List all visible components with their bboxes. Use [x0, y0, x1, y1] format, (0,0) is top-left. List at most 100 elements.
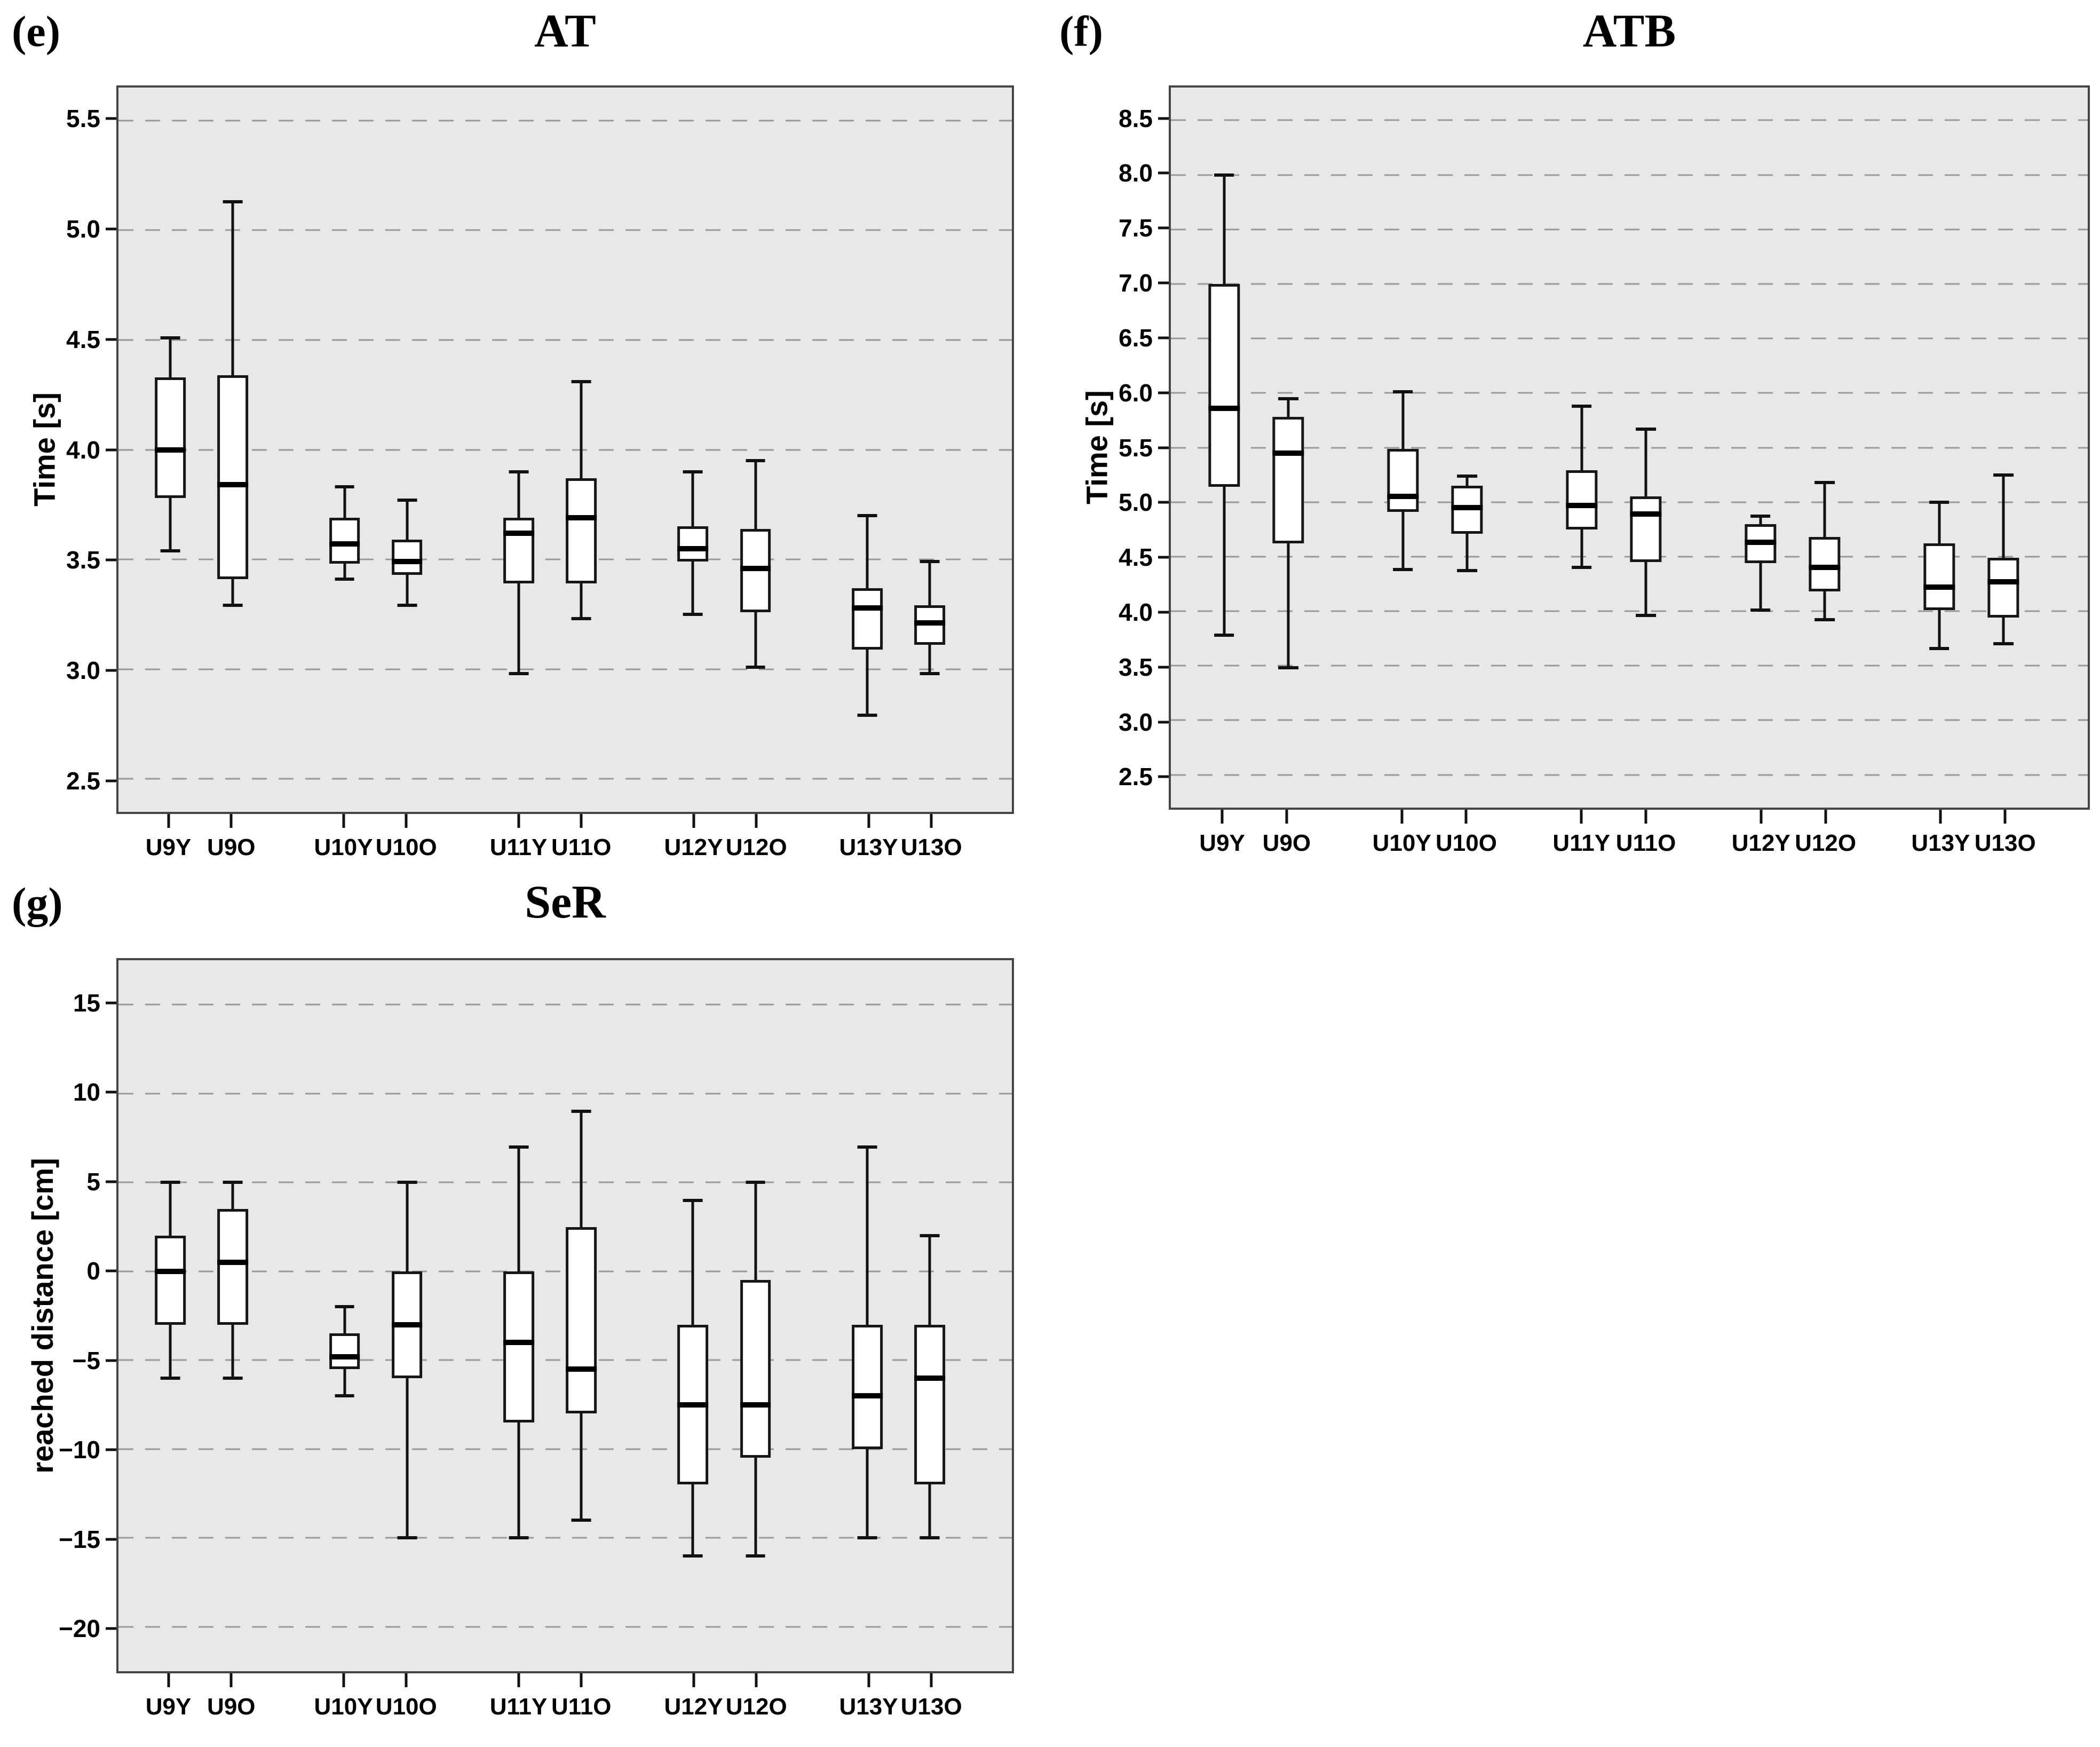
plot-area-SeR — [116, 958, 1014, 1673]
boxplot-U11Y-cap-bottom — [509, 1536, 529, 1540]
boxplot-U9Y-median — [1208, 405, 1240, 411]
gridline-7.0 — [1171, 283, 2088, 285]
boxplot-U9Y-cap-bottom — [160, 1376, 180, 1380]
x-tick-mark-U11O — [580, 814, 583, 828]
gridline-6.5 — [1171, 337, 2088, 339]
boxplot-U13Y-cap-top — [857, 1145, 877, 1149]
boxplot-U13O-box — [914, 1324, 945, 1485]
x-tick-mark-U10Y — [342, 814, 345, 828]
boxplot-U13O-cap-top — [1993, 473, 2014, 477]
gridline-5.5 — [118, 120, 1012, 122]
x-tick-label-U10Y: U10Y — [1372, 830, 1431, 856]
boxplot-U11O-cap-top — [571, 380, 591, 384]
boxplot-U13Y-cap-bottom — [1929, 646, 1950, 650]
x-tick-mark-U9Y — [167, 814, 170, 828]
x-tick-label-U10Y: U10Y — [314, 834, 373, 860]
y-tick-label: 4.5 — [1119, 543, 1153, 572]
boxplot-U10Y-cap-top — [1392, 390, 1413, 394]
boxplot-U12O-cap-top — [746, 459, 765, 463]
y-tick-mark — [1158, 556, 1169, 559]
y-tick-mark — [106, 448, 116, 451]
boxplot-U12Y-cap-top — [1750, 515, 1771, 518]
boxplot-U9O-median — [217, 482, 249, 488]
x-tick-label-U12O: U12O — [1795, 830, 1857, 856]
y-tick-mark — [1158, 775, 1169, 778]
boxplot-U13O-median — [914, 620, 945, 626]
y-tick-mark — [106, 1180, 116, 1183]
boxplot-U10Y-cap-bottom — [1392, 568, 1413, 572]
x-tick-label-U12Y: U12Y — [664, 1694, 723, 1720]
x-tick-label-U9O: U9O — [1262, 830, 1311, 856]
boxplot-U12O-cap-bottom — [746, 1554, 765, 1558]
boxplot-U13O-median — [914, 1375, 945, 1381]
y-axis-SeR: 15 10 5 0 −5 −10 −15 −20 — [10, 958, 116, 1673]
plot-area-AT — [116, 85, 1014, 814]
x-tick-label-U11Y: U11Y — [489, 1694, 548, 1720]
x-tick-mark-U9O — [229, 1673, 233, 1687]
x-tick-mark-U13Y — [867, 814, 870, 828]
panel-label-f: (f) — [1059, 7, 1103, 56]
boxplot-U9Y-cap-bottom — [1214, 634, 1234, 637]
boxplot-U13Y-median — [1923, 584, 1955, 590]
gridline-−5 — [118, 1359, 1012, 1361]
boxplot-U11Y-box — [503, 1271, 534, 1422]
y-tick-mark — [106, 1359, 116, 1362]
boxplot-U12O-cap-top — [1814, 480, 1835, 484]
y-tick-label: 5.0 — [66, 215, 100, 243]
y-tick-label: 0 — [86, 1257, 100, 1285]
gridline-−15 — [118, 1537, 1012, 1539]
gridline-3.0 — [1171, 719, 2088, 721]
boxplot-U11O-box — [566, 1227, 597, 1414]
y-tick-mark — [1158, 226, 1169, 230]
boxplot-U10Y-median — [329, 1354, 360, 1359]
y-tick-mark — [1158, 666, 1169, 669]
y-tick-label: 5.5 — [1119, 433, 1153, 462]
boxplot-U9Y-box — [155, 377, 186, 498]
y-tick-label: −10 — [58, 1436, 100, 1464]
boxplot-U11Y-cap-top — [509, 1145, 529, 1149]
boxplot-U13O-cap-top — [920, 560, 940, 564]
x-tick-mark-U10O — [1464, 810, 1468, 824]
y-tick-label: 5.5 — [66, 105, 100, 133]
x-tick-mark-U9O — [1285, 810, 1288, 824]
panel-title-AT: AT — [534, 5, 596, 57]
x-tick-label-U9Y: U9Y — [1199, 830, 1245, 856]
y-tick-label: −5 — [72, 1346, 100, 1374]
x-axis-SeR: U9Y U9O U10Y U10O U11Y U11O U12Y U12O U13Y U13O — [116, 1673, 1014, 1732]
boxplot-U12O-median — [740, 1402, 771, 1408]
x-axis-ATB: U9Y U9O U10Y U10O U11Y U11O U12Y U12O U13Y U13O — [1169, 810, 2090, 868]
x-tick-mark-U11Y — [1580, 810, 1583, 824]
y-tick-label: 10 — [73, 1078, 100, 1106]
gridline-5.0 — [118, 229, 1012, 231]
plot-area-ATB — [1169, 85, 2090, 810]
boxplot-U11Y-cap-bottom — [509, 671, 529, 675]
boxplot-U10Y-median — [329, 541, 360, 547]
boxplot-U9Y-cap-top — [1214, 173, 1234, 177]
x-tick-mark-U9O — [229, 814, 233, 828]
gridline-−20 — [118, 1626, 1012, 1628]
y-tick-label: 4.0 — [66, 436, 100, 464]
boxplot-U11Y-median — [503, 530, 534, 536]
gridline-5 — [118, 1181, 1012, 1183]
boxplot-U12Y-box — [677, 526, 709, 562]
y-tick-mark — [1158, 281, 1169, 284]
gridline-5.5 — [1171, 447, 2088, 448]
x-tick-label-U9Y: U9Y — [145, 834, 192, 860]
x-tick-label-U10Y: U10Y — [314, 1694, 373, 1720]
y-tick-mark — [106, 227, 116, 231]
boxplot-U12O-cap-bottom — [746, 665, 765, 669]
x-tick-label-U13Y: U13Y — [839, 1694, 898, 1720]
boxplot-U9O-median — [217, 1260, 249, 1266]
boxplot-U12Y-cap-bottom — [683, 612, 703, 616]
y-tick-label: 6.0 — [1119, 378, 1153, 407]
y-tick-mark — [106, 1090, 116, 1094]
x-tick-mark-U12O — [755, 814, 758, 828]
y-tick-mark — [106, 1448, 116, 1451]
boxplot-U10O-box — [391, 540, 423, 575]
gridline-2.5 — [1171, 774, 2088, 776]
boxplot-U13Y-box — [851, 1324, 883, 1449]
boxplot-U12Y-cap-top — [683, 1198, 703, 1202]
boxplot-U12O-median — [1809, 565, 1841, 571]
x-tick-mark-U12O — [1824, 810, 1827, 824]
boxplot-U13Y-cap-bottom — [857, 1536, 877, 1540]
